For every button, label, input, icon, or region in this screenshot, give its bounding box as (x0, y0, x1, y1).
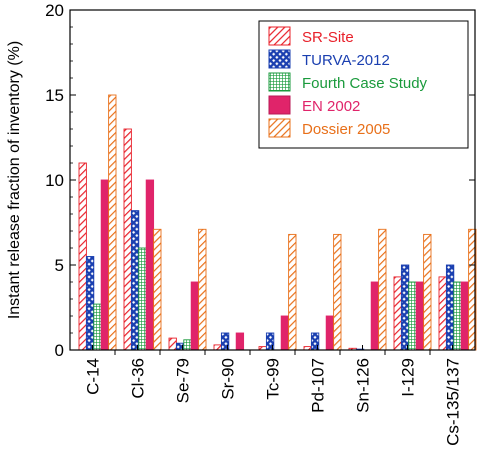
bars-layer (78, 94, 477, 351)
x-tick-label-pd-107: Pd-107 (309, 358, 328, 413)
x-tick-label-c-14: C-14 (84, 358, 103, 395)
bar-turva-2012-c-14 (85, 256, 95, 351)
legend-item-fourth-case-study: Fourth Case Study (268, 72, 428, 92)
legend-item-sr-site: SR-Site (268, 26, 354, 46)
y-tick-label-15: 15 (45, 86, 64, 105)
legend-label-dossier-2005: Dossier 2005 (302, 121, 390, 138)
x-tick-label-se-79: Se-79 (174, 358, 193, 403)
x-tick-label-sn-126: Sn-126 (354, 358, 373, 413)
bar-fourth-case-study-se-79 (183, 339, 192, 351)
legend: SR-Site TURVA-2012 Fourth Case Study EN … (258, 20, 469, 149)
legend-swatch-en-2002 (268, 95, 291, 115)
y-tick-label-0: 0 (55, 341, 64, 360)
bar-en-2002-sn-126 (370, 281, 380, 351)
legend-label-fourth-case-study: Fourth Case Study (302, 75, 428, 92)
bar-sr-site-i-129 (393, 276, 402, 351)
bar-turva-2012-cl-36 (130, 210, 140, 351)
legend-swatch-dossier-2005 (268, 118, 291, 138)
x-tick-label-i-129: I-129 (399, 358, 418, 397)
bar-en-2002-i-129 (415, 281, 425, 351)
bar-en-2002-pd-107 (325, 315, 335, 351)
bar-fourth-case-study-c-14 (93, 303, 102, 351)
y-tick-label-20: 20 (45, 1, 64, 20)
bar-sr-site-se-79 (168, 337, 177, 351)
bar-dossier-2005-pd-107 (333, 233, 342, 351)
x-tick-label-cl-36: Cl-36 (129, 358, 148, 399)
legend-label-en-2002: EN 2002 (302, 98, 360, 115)
legend-swatch-sr-site (268, 26, 291, 46)
bar-dossier-2005-se-79 (198, 228, 207, 351)
bar-turva-2012-cs-135-137 (445, 264, 455, 351)
bar-en-2002-cl-36 (145, 179, 155, 351)
plot-frame (69, 9, 476, 351)
bar-sr-site-cs-135-137 (438, 276, 447, 351)
bar-fourth-case-study-i-129 (408, 281, 417, 351)
bar-dossier-2005-cl-36 (153, 228, 162, 351)
x-tick-label-cs-135-137: Cs-135/137 (444, 358, 463, 446)
bar-dossier-2005-c-14 (108, 94, 117, 351)
bar-en-2002-se-79 (190, 281, 200, 351)
legend-item-en-2002: EN 2002 (268, 95, 360, 115)
legend-swatch-turva-2012 (268, 49, 291, 69)
bar-sr-site-c-14 (78, 162, 87, 351)
bar-en-2002-tc-99 (280, 315, 290, 351)
bar-fourth-case-study-cl-36 (138, 247, 147, 351)
y-axis-title: Instant release fraction of inventory (%… (6, 41, 23, 319)
bar-dossier-2005-i-129 (423, 233, 432, 351)
x-tick-label-sr-90: Sr-90 (219, 358, 238, 400)
bar-dossier-2005-sn-126 (378, 228, 387, 351)
x-tick-label-tc-99: Tc-99 (264, 358, 283, 400)
bar-sr-site-cl-36 (123, 128, 132, 351)
legend-swatch-fourth-case-study (268, 72, 291, 92)
legend-item-dossier-2005: Dossier 2005 (268, 118, 390, 138)
bar-en-2002-c-14 (100, 179, 110, 351)
bar-en-2002-sr-90 (235, 332, 245, 351)
legend-label-turva-2012: TURVA-2012 (302, 52, 390, 69)
legend-label-sr-site: SR-Site (302, 29, 354, 46)
bar-sr-site-sr-90 (213, 344, 222, 351)
bar-turva-2012-i-129 (400, 264, 410, 351)
bar-dossier-2005-tc-99 (288, 233, 297, 351)
ticks-layer: C-14 Cl-36 Se-79 Sr-90 Tc-99 Pd-107 Sn-126 I-12… (45, 1, 475, 446)
bar-fourth-case-study-cs-135-137 (453, 281, 462, 351)
legend-item-turva-2012: TURVA-2012 (268, 49, 390, 69)
y-tick-label-5: 5 (55, 256, 64, 275)
legend-box (258, 20, 469, 149)
bar-en-2002-cs-135-137 (460, 281, 470, 351)
y-tick-label-10: 10 (45, 171, 64, 190)
